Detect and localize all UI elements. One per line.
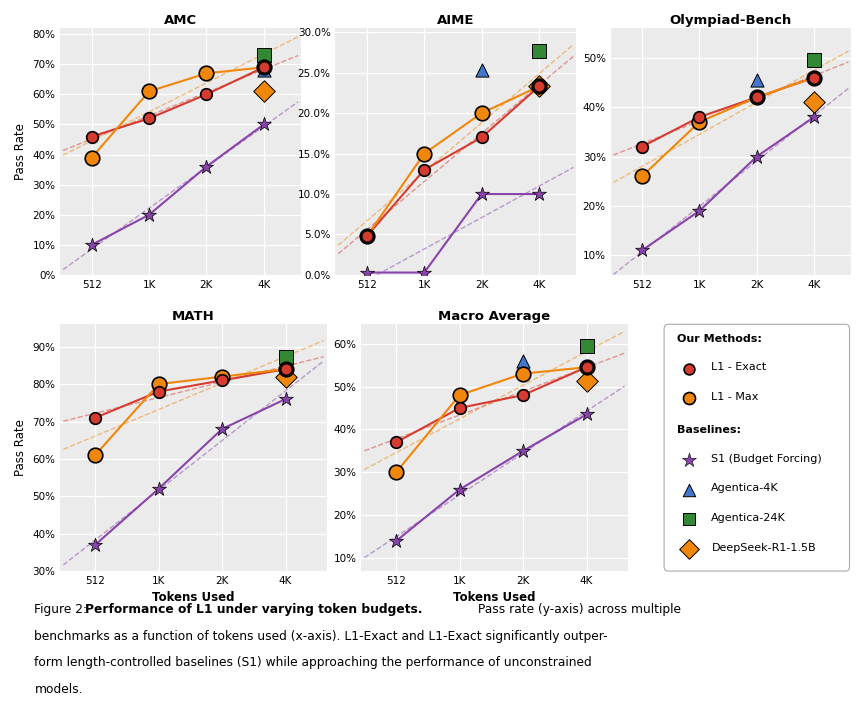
Point: [516, 446, 530, 457]
Point: [360, 231, 374, 242]
Point: [417, 267, 431, 278]
Point: [475, 132, 488, 143]
Point: [257, 86, 271, 97]
Point: [360, 267, 374, 278]
Point: [516, 368, 530, 379]
Point: [142, 113, 156, 124]
Point: [750, 92, 764, 103]
Point: [750, 74, 764, 85]
Point: [580, 362, 593, 373]
Text: Performance of L1 under varying token budgets.: Performance of L1 under varying token bu…: [85, 603, 422, 615]
Point: [257, 49, 271, 61]
Text: models.: models.: [34, 683, 83, 696]
Point: [215, 423, 229, 434]
Point: [692, 205, 706, 216]
Text: L1 - Max: L1 - Max: [711, 392, 759, 402]
Point: [85, 131, 99, 142]
Text: benchmarks as a function of tokens used (x-axis). L1-Exact and L1-Exact signific: benchmarks as a function of tokens used …: [34, 630, 608, 642]
Point: [808, 97, 821, 108]
Point: [257, 65, 271, 76]
X-axis label: Tokens Used: Tokens Used: [152, 591, 235, 604]
Point: [692, 111, 706, 123]
Point: [200, 161, 213, 172]
Point: [279, 364, 292, 375]
Point: [390, 436, 403, 448]
Point: [89, 539, 102, 551]
Point: [532, 45, 546, 56]
Point: [215, 371, 229, 382]
Point: [808, 72, 821, 83]
Point: [532, 81, 546, 92]
Point: [532, 81, 546, 92]
Point: [580, 340, 593, 351]
Point: [279, 364, 292, 375]
Y-axis label: Pass Rate: Pass Rate: [14, 123, 27, 180]
Point: [452, 403, 466, 414]
Point: [89, 412, 102, 424]
Point: [390, 467, 403, 478]
Point: [516, 355, 530, 367]
Y-axis label: Pass Rate: Pass Rate: [14, 419, 27, 476]
Point: [257, 61, 271, 73]
FancyBboxPatch shape: [664, 324, 850, 571]
Point: [417, 164, 431, 176]
Point: [89, 450, 102, 461]
Text: Baselines:: Baselines:: [678, 425, 741, 436]
Point: [151, 386, 165, 397]
Point: [452, 484, 466, 495]
Point: [85, 239, 99, 250]
Point: [85, 152, 99, 164]
Point: [142, 209, 156, 221]
Text: Agentica-4K: Agentica-4K: [711, 484, 779, 494]
Point: [475, 65, 488, 76]
Text: DeepSeek-R1-1.5B: DeepSeek-R1-1.5B: [711, 543, 816, 553]
Text: S1 (Budget Forcing): S1 (Budget Forcing): [711, 454, 822, 464]
Point: [279, 371, 292, 382]
Point: [390, 535, 403, 546]
Point: [750, 92, 764, 103]
Point: [808, 54, 821, 66]
Point: [636, 171, 649, 182]
Point: [750, 151, 764, 162]
Point: [200, 68, 213, 79]
Point: [516, 389, 530, 400]
Point: [532, 81, 546, 92]
Point: [580, 362, 593, 373]
Point: [636, 245, 649, 256]
Point: [808, 72, 821, 83]
Point: [279, 393, 292, 405]
Text: form length-controlled baselines (S1) while approaching the performance of uncon: form length-controlled baselines (S1) wh…: [34, 656, 593, 669]
Point: [215, 375, 229, 386]
Point: [257, 61, 271, 73]
Point: [808, 111, 821, 123]
Point: [580, 409, 593, 420]
Point: [417, 148, 431, 159]
X-axis label: Tokens Used: Tokens Used: [453, 591, 536, 604]
Point: [279, 352, 292, 363]
Point: [475, 107, 488, 118]
Point: [151, 483, 165, 494]
Point: [360, 231, 374, 242]
Text: Pass rate (y-axis) across multiple: Pass rate (y-axis) across multiple: [474, 603, 681, 615]
Text: Figure 2:: Figure 2:: [34, 603, 91, 615]
Point: [257, 119, 271, 130]
Title: Olympiad-Bench: Olympiad-Bench: [670, 14, 792, 27]
Title: MATH: MATH: [172, 310, 215, 323]
Point: [580, 376, 593, 387]
Point: [452, 389, 466, 400]
Text: L1 - Exact: L1 - Exact: [711, 362, 766, 372]
Point: [200, 89, 213, 100]
Point: [692, 116, 706, 128]
Text: Agentica-24K: Agentica-24K: [711, 513, 786, 523]
Text: Our Methods:: Our Methods:: [678, 334, 762, 344]
Point: [532, 188, 546, 200]
Point: [142, 86, 156, 97]
Point: [475, 188, 488, 200]
Point: [151, 379, 165, 390]
Title: Macro Average: Macro Average: [439, 310, 550, 323]
Title: AMC: AMC: [164, 14, 197, 27]
Point: [636, 141, 649, 152]
Title: AIME: AIME: [437, 14, 475, 27]
